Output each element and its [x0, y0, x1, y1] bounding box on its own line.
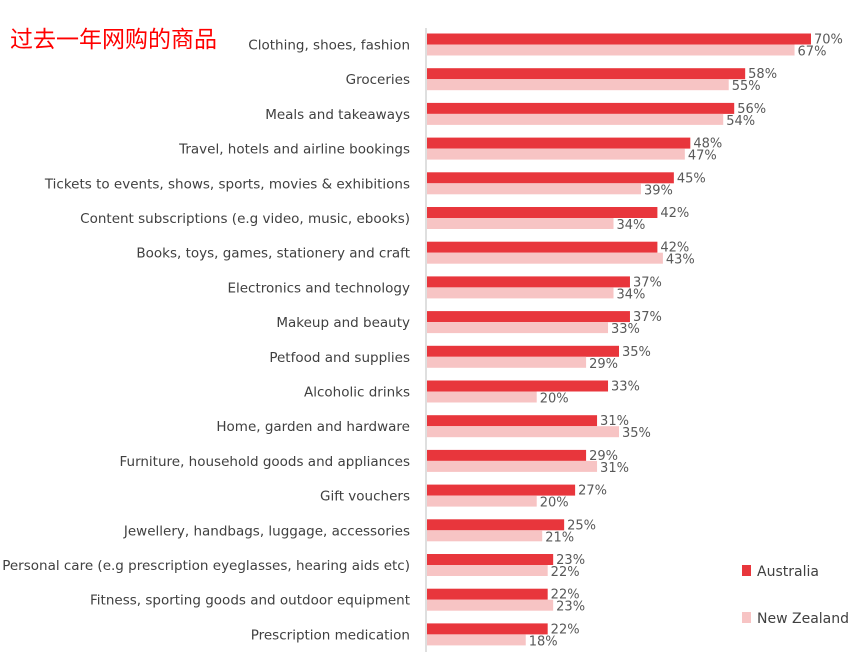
value-label-australia: 31%	[600, 414, 629, 429]
value-label-australia: 35%	[622, 345, 651, 360]
value-label-new-zealand: 34%	[617, 287, 646, 302]
value-label-new-zealand: 22%	[551, 565, 580, 580]
value-label-new-zealand: 20%	[540, 496, 569, 511]
value-label-australia: 48%	[693, 137, 722, 152]
bar-australia	[427, 276, 630, 288]
bar-australia	[427, 172, 674, 184]
bar-australia	[427, 311, 630, 323]
category-label: Alcoholic drinks	[304, 385, 410, 401]
chart-title: 过去一年网购的商品	[10, 27, 217, 53]
bar-australia	[427, 415, 598, 427]
value-label-australia: 56%	[737, 102, 766, 117]
bar-new-zealand	[427, 565, 548, 576]
value-label-new-zealand: 67%	[798, 45, 827, 60]
bar-australia	[427, 588, 548, 600]
legend-swatch-australia	[742, 565, 751, 576]
value-label-australia: 45%	[677, 171, 706, 186]
value-label-new-zealand: 35%	[622, 426, 651, 441]
bar-new-zealand	[427, 44, 795, 56]
value-label-new-zealand: 31%	[600, 461, 629, 476]
category-label: Meals and takeaways	[265, 107, 410, 123]
bar-new-zealand	[427, 252, 663, 264]
value-label-australia: 37%	[633, 310, 662, 325]
value-label-australia: 29%	[589, 449, 618, 464]
legend-swatch-new-zealand	[742, 612, 751, 623]
bar-australia	[427, 33, 811, 45]
value-label-australia: 42%	[660, 241, 689, 256]
value-label-new-zealand: 23%	[556, 600, 585, 615]
legend-label-new-zealand: New Zealand	[757, 611, 849, 627]
value-label-australia: 37%	[633, 275, 662, 290]
bar-new-zealand	[427, 460, 598, 472]
value-label-new-zealand: 33%	[611, 322, 640, 337]
bar-new-zealand	[427, 287, 614, 299]
category-label: Home, garden and hardware	[216, 419, 410, 435]
bar-new-zealand	[427, 148, 685, 160]
value-label-australia: 27%	[578, 484, 607, 499]
bar-new-zealand	[427, 634, 526, 646]
category-label: Tickets to events, shows, sports, movies…	[44, 176, 410, 192]
category-label: Travel, hotels and airline bookings	[178, 142, 410, 158]
bar-australia	[427, 519, 565, 531]
value-label-australia: 23%	[556, 553, 585, 568]
bar-australia	[427, 449, 587, 461]
value-label-new-zealand: 39%	[644, 183, 673, 198]
bar-australia	[427, 623, 548, 635]
bar-australia	[427, 207, 658, 218]
value-label-australia: 22%	[551, 588, 580, 603]
legend-label-australia: Australia	[757, 564, 819, 580]
bar-new-zealand	[427, 495, 537, 507]
bar-new-zealand	[427, 183, 641, 195]
category-label: Fitness, sporting goods and outdoor equi…	[90, 593, 410, 609]
value-label-australia: 25%	[567, 518, 596, 533]
bar-new-zealand	[427, 599, 554, 611]
value-label-new-zealand: 21%	[545, 530, 574, 545]
bar-new-zealand	[427, 356, 587, 368]
bar-australia	[427, 137, 691, 149]
category-label: Gift vouchers	[320, 489, 410, 505]
category-label: Content subscriptions (e.g video, music,…	[80, 211, 410, 227]
category-label: Jewellery, handbags, luggage, accessorie…	[123, 523, 410, 539]
category-label: Furniture, household goods and appliance…	[119, 454, 410, 470]
category-label: Petfood and supplies	[269, 350, 410, 366]
bar-new-zealand	[427, 322, 609, 334]
value-label-australia: 58%	[748, 67, 777, 82]
bar-australia	[427, 102, 735, 114]
bar-australia	[427, 380, 609, 392]
value-label-australia: 22%	[551, 622, 580, 637]
category-label: Prescription medication	[251, 627, 410, 643]
bar-australia	[427, 68, 746, 80]
category-label: Clothing, shoes, fashion	[248, 38, 410, 54]
value-label-australia: 70%	[814, 33, 843, 48]
category-label: Makeup and beauty	[276, 315, 410, 331]
bar-australia	[427, 345, 619, 357]
category-label: Groceries	[346, 72, 410, 88]
bar-new-zealand	[427, 218, 614, 229]
bar-new-zealand	[427, 113, 724, 125]
value-label-australia: 33%	[611, 380, 640, 395]
bar-australia	[427, 241, 658, 253]
value-label-australia: 42%	[660, 206, 689, 221]
value-label-new-zealand: 18%	[529, 634, 558, 649]
value-label-new-zealand: 43%	[666, 253, 695, 268]
bar-new-zealand	[427, 530, 543, 542]
bar-new-zealand	[427, 79, 729, 91]
value-label-new-zealand: 55%	[732, 79, 761, 94]
category-label: Electronics and technology	[227, 280, 410, 296]
value-label-new-zealand: 29%	[589, 357, 618, 372]
value-label-new-zealand: 20%	[540, 392, 569, 407]
bar-australia	[427, 484, 576, 496]
bar-new-zealand	[427, 426, 619, 438]
value-label-new-zealand: 54%	[726, 114, 755, 129]
value-label-new-zealand: 47%	[688, 149, 717, 164]
category-label: Personal care (e.g prescription eyeglass…	[2, 558, 410, 574]
value-label-new-zealand: 34%	[617, 218, 646, 233]
category-label: Books, toys, games, stationery and craft	[136, 246, 410, 262]
bars-layer: Clothing, shoes, fashion 70%67% Groceries 5…	[2, 33, 843, 650]
legend: Australia New Zealand	[742, 564, 849, 627]
bar-new-zealand	[427, 391, 537, 403]
bar-australia	[427, 554, 554, 565]
